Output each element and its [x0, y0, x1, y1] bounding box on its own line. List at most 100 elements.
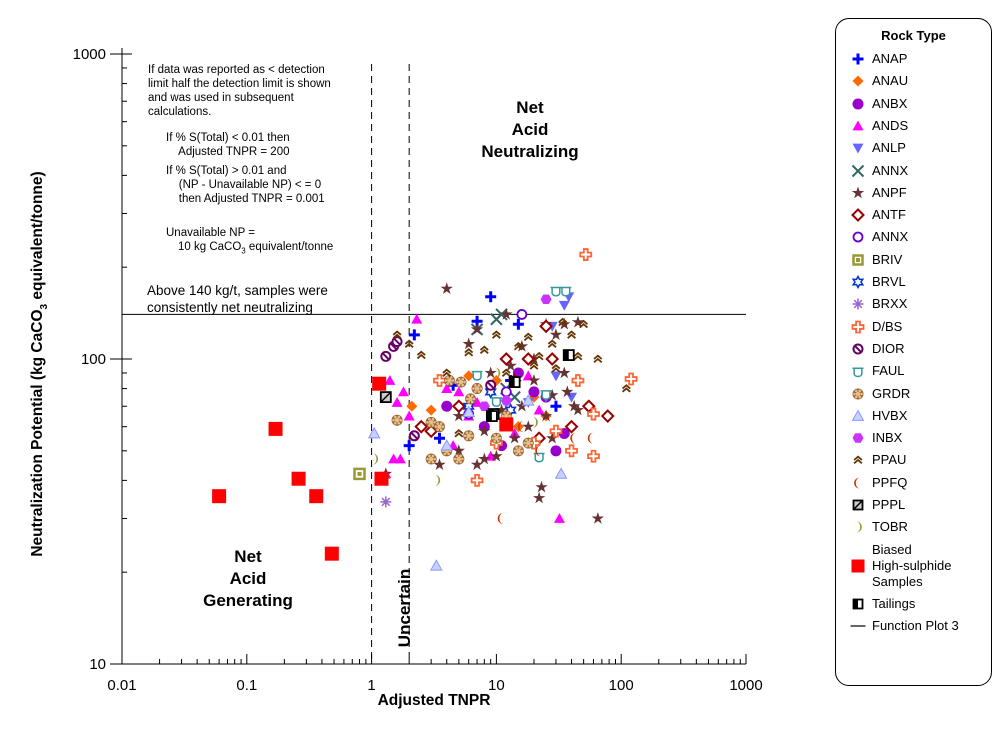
data-point [570, 432, 576, 444]
data-point [485, 291, 497, 303]
data-point [414, 419, 429, 434]
data-point [587, 407, 600, 421]
legend-label-line: Biased [872, 541, 912, 557]
data-point [268, 421, 283, 436]
data-point [564, 419, 579, 434]
legend-marker-shape [852, 298, 864, 310]
data-point [484, 366, 497, 379]
data-point [540, 294, 552, 304]
data-point [565, 444, 578, 458]
data-point [546, 388, 559, 401]
legend-marker [852, 598, 864, 609]
data-point [433, 421, 445, 433]
data-point [453, 386, 465, 397]
legend-label-line: BRXX [872, 296, 908, 312]
data-point [309, 489, 324, 504]
data-point [463, 370, 475, 382]
data-point [291, 471, 306, 486]
data-point [384, 375, 396, 385]
legend-label: ANBX [872, 96, 907, 112]
data-point [621, 384, 631, 393]
legend-marker [852, 388, 864, 399]
data-point [462, 405, 476, 417]
legend-marker-shape [852, 388, 864, 399]
data-point [391, 414, 403, 426]
legend-marker-shape [853, 455, 863, 465]
data-point [539, 319, 553, 334]
data-point [549, 328, 563, 341]
data-point [529, 361, 539, 370]
data-point [501, 368, 511, 377]
x-tick-label: 1000 [729, 677, 762, 694]
data-point [591, 512, 604, 524]
x-tick-label: 0.1 [236, 677, 257, 694]
legend-label: ANLP [872, 140, 906, 156]
annotation-line: Neutralizing [481, 142, 579, 161]
data-point [522, 437, 534, 449]
legend-marker [851, 409, 865, 421]
data-point [513, 341, 523, 351]
data-point [464, 348, 474, 357]
annotation-line: Adjusted TNPR = 200 [166, 146, 290, 158]
data-point [571, 403, 585, 416]
data-point [550, 286, 562, 297]
region-uncertain-label: Uncertain [395, 569, 414, 647]
data-point [550, 371, 562, 382]
data-point [624, 372, 638, 386]
y-axis-title: Neutralization Potential (kg CaCO3 equiv… [29, 171, 50, 556]
data-point [499, 417, 514, 432]
data-point [560, 286, 572, 297]
data-point [470, 473, 484, 487]
legend-marker-shape [856, 521, 862, 533]
data-point [579, 319, 589, 329]
legend-marker-shape [852, 75, 864, 87]
data-point [500, 395, 512, 406]
legend-marker [851, 559, 865, 573]
legend-label: ANAU [872, 73, 908, 89]
legend-marker-shape [852, 143, 864, 154]
legend-label-line: Function Plot 3 [872, 617, 959, 633]
data-point [551, 364, 561, 373]
legend-label-line: ANNX [872, 229, 909, 245]
data-point [471, 383, 483, 395]
data-point [471, 370, 483, 381]
data-point [463, 430, 475, 442]
annotation-line: Net [516, 98, 544, 117]
legend-marker-shape [851, 186, 865, 199]
data-point [464, 393, 476, 405]
sulfur-high-note: If % S(Total) > 0.01 and (NP - Unavailab… [166, 164, 325, 206]
region-net-acid-neutralizing: Net Acid Neutralizing [455, 97, 605, 163]
legend-label: ANNX [872, 229, 908, 245]
data-point [451, 399, 466, 414]
y-tick-label: 100 [81, 351, 106, 368]
annotation-line: Net [234, 547, 262, 566]
legend-label-line: INBX [872, 430, 903, 446]
annotation-line: (NP - Unavailable NP) < = 0 [166, 179, 322, 191]
legend-label: INBX [872, 430, 902, 446]
annotation-line: Acid [511, 120, 549, 139]
data-point [532, 416, 538, 428]
annotation-line: calculations. [148, 106, 212, 118]
data-point [500, 386, 512, 398]
data-point [490, 397, 502, 407]
data-point [455, 376, 467, 388]
data-point [534, 351, 544, 361]
legend-label-line: ANAU [872, 73, 909, 89]
legend-marker-shape [852, 367, 864, 378]
annotation-line: Acid [229, 569, 267, 588]
annotation-line: then Adjusted TNPR = 0.001 [166, 193, 325, 205]
legend-marker-shape [851, 164, 865, 177]
data-point [433, 458, 446, 470]
legend-label-line: Samples [872, 573, 923, 589]
annotation-line: consistently net neutralizing [147, 300, 313, 315]
data-point [403, 410, 415, 421]
legend-marker-shape [852, 231, 864, 243]
data-point [593, 354, 603, 363]
legend-label-line: ANDS [872, 117, 909, 133]
legend-marker [852, 143, 864, 154]
data-point [518, 421, 524, 433]
legend-label-line: HVBX [872, 407, 908, 423]
legend-marker [852, 367, 864, 378]
